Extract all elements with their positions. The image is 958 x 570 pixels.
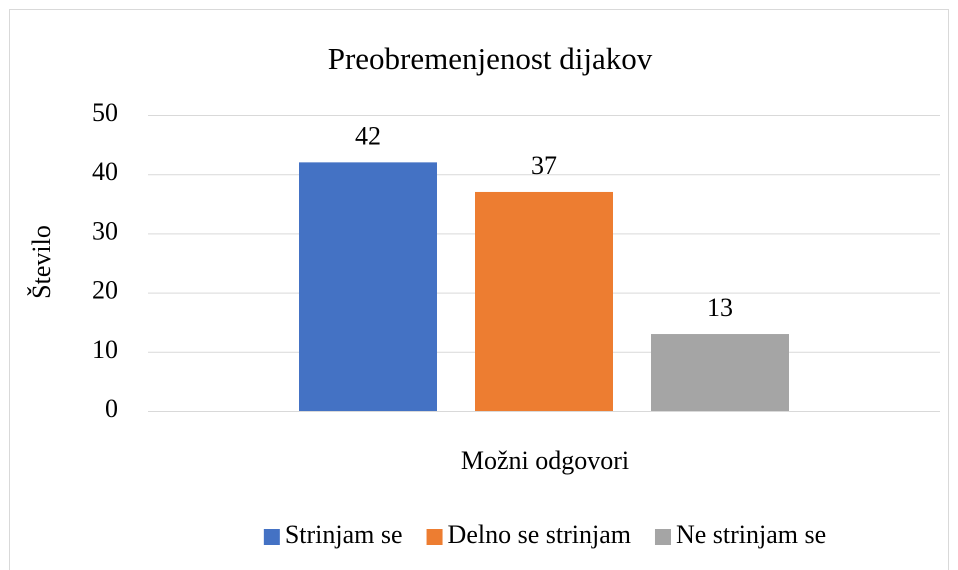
legend-label: Delno se strinjam [448,520,631,549]
y-tick-label: 50 [92,98,118,127]
legend-label: Ne strinjam se [676,520,826,549]
y-tick-label: 10 [92,335,118,364]
bar [299,162,437,411]
x-axis-title: Možni odgovori [461,446,629,475]
bar [651,334,789,411]
data-label: 37 [531,151,557,180]
legend-swatch [263,529,280,545]
y-tick-label: 40 [92,157,118,186]
y-tick-label: 20 [92,276,118,305]
legend-label: Strinjam se [285,520,403,549]
data-label: 42 [355,121,381,150]
y-tick-label: 0 [105,394,118,423]
data-label: 13 [707,293,733,322]
y-axis-title: Število [27,225,56,299]
bar [475,191,613,411]
y-tick-label: 30 [92,216,118,245]
chart-title: Preobremenjenost dijakov [328,41,653,76]
legend-swatch [426,529,443,545]
legend-swatch [654,529,671,545]
